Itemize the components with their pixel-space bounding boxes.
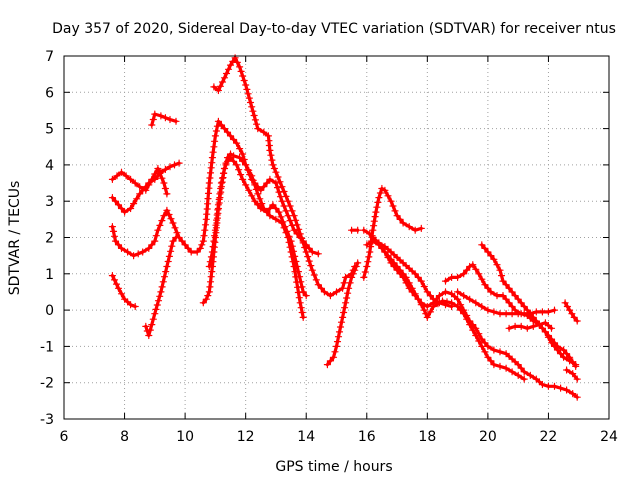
y-tick-label: 3 (45, 194, 54, 210)
y-tick-label: 5 (45, 122, 54, 138)
series-markers (348, 226, 362, 234)
series-markers (108, 164, 171, 198)
series-arc-11 (348, 226, 362, 234)
x-tick-label: 10 (176, 429, 194, 445)
x-tick-label: 12 (237, 429, 255, 445)
series-arc-15 (369, 233, 456, 311)
x-tick-label: 16 (358, 429, 376, 445)
series-markers (108, 117, 322, 260)
series-markers (505, 319, 556, 332)
series-markers (369, 233, 456, 311)
series-arc-21 (563, 366, 581, 383)
series-markers (561, 299, 581, 325)
series-arc-5 (142, 233, 180, 340)
y-tick-label: -2 (40, 376, 54, 392)
series-arc-8 (205, 154, 310, 300)
y-tick-label: 1 (45, 267, 54, 283)
series-arc-6 (148, 110, 180, 129)
x-tick-label: 8 (120, 429, 129, 445)
y-tick-label: 2 (45, 231, 54, 247)
x-tick-label: 22 (540, 429, 558, 445)
series-markers (454, 288, 559, 318)
series-arc-4 (108, 272, 139, 311)
y-tick-label: 4 (45, 158, 54, 174)
series-arc-17 (454, 288, 559, 318)
y-tick-label: -3 (40, 412, 54, 428)
y-axis-label: SDTVAR / TECUs (7, 181, 23, 296)
series-markers (210, 54, 359, 300)
series-markers (360, 184, 425, 281)
series-arc-3 (108, 117, 322, 260)
x-tick-label: 18 (418, 429, 436, 445)
y-tick-label: 7 (45, 49, 54, 65)
series-arc-12 (360, 184, 425, 281)
series-markers (205, 154, 310, 300)
x-tick-label: 24 (600, 429, 618, 445)
series-arc-20 (561, 299, 581, 325)
series-arc-2 (108, 164, 171, 198)
series-arc-9 (210, 54, 359, 300)
x-tick-label: 20 (479, 429, 497, 445)
data-series (108, 54, 581, 401)
y-tick-label: -1 (40, 339, 54, 355)
chart-title: Day 357 of 2020, Sidereal Day-to-day VTE… (52, 21, 616, 37)
x-tick-label: 6 (60, 429, 69, 445)
series-markers (108, 272, 139, 311)
x-axis-label: GPS time / hours (275, 459, 392, 475)
y-tick-label: 0 (45, 303, 54, 319)
series-markers (323, 259, 362, 369)
y-tick-label: 6 (45, 85, 54, 101)
series-arc-19 (505, 319, 556, 332)
x-tick-label: 14 (297, 429, 315, 445)
series-markers (563, 366, 581, 383)
series-arc-10 (323, 259, 362, 369)
series-markers (142, 233, 180, 340)
series-markers (148, 110, 180, 129)
